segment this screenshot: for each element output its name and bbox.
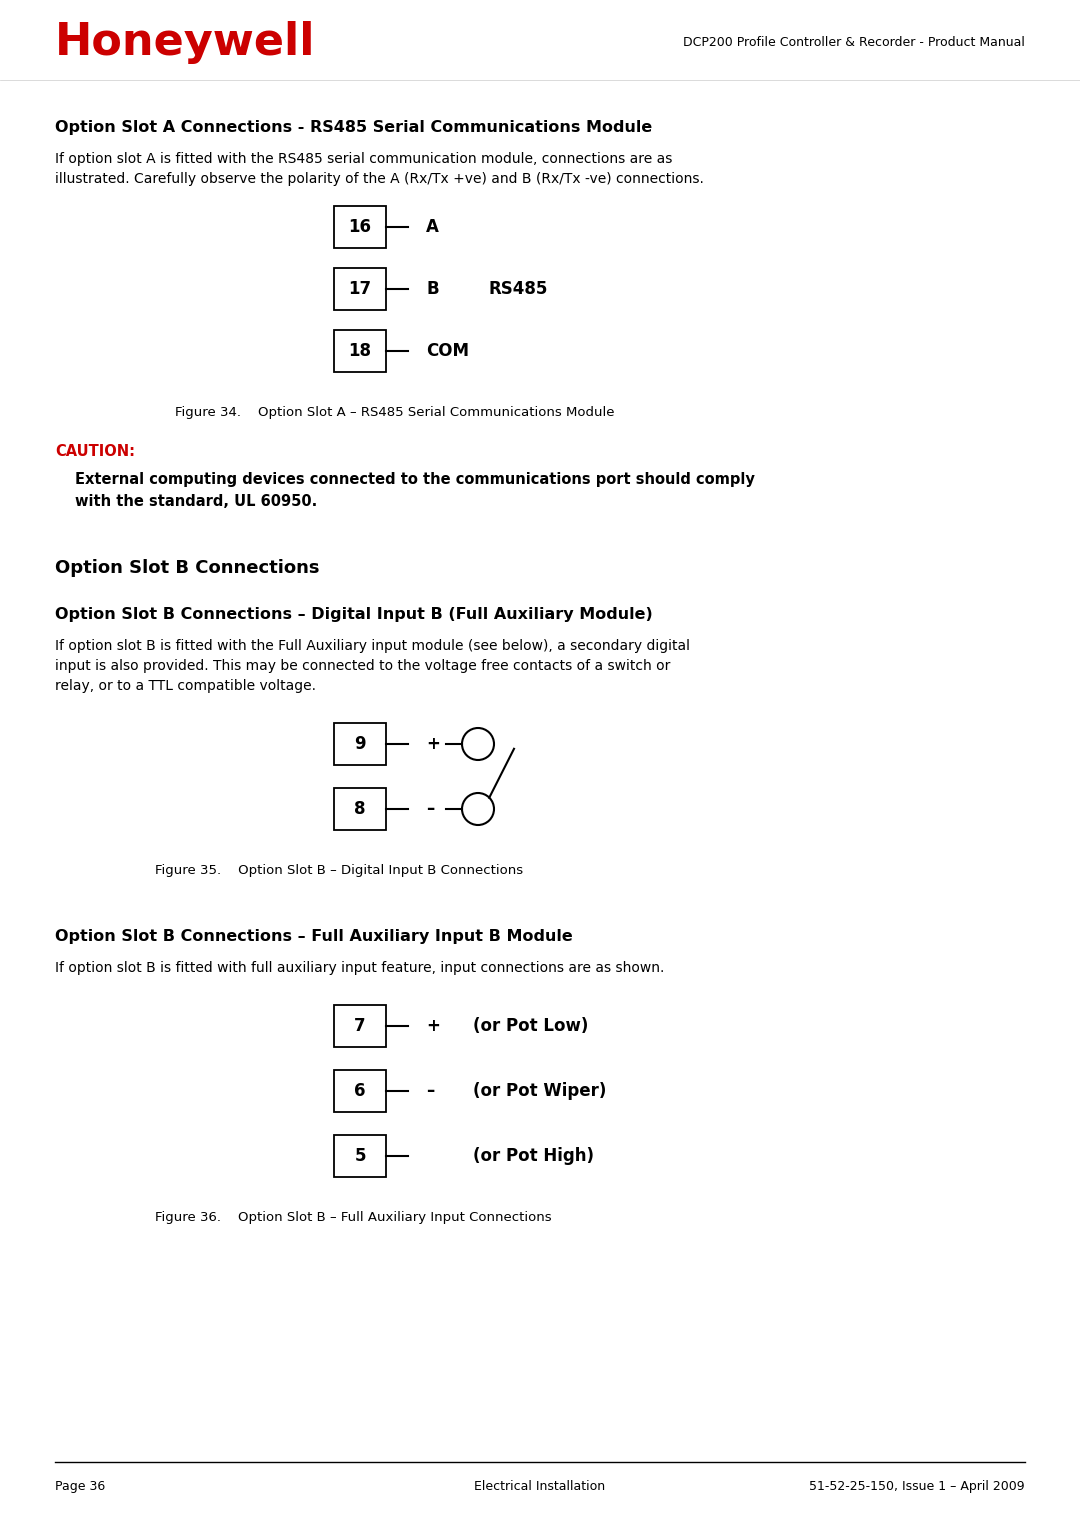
Text: If option slot A is fitted with the RS485 serial communication module, connectio: If option slot A is fitted with the RS48… — [55, 153, 673, 166]
Text: Option Slot B Connections: Option Slot B Connections — [55, 559, 320, 577]
Text: 5: 5 — [354, 1147, 366, 1165]
Text: Option Slot A Connections - RS485 Serial Communications Module: Option Slot A Connections - RS485 Serial… — [55, 121, 652, 134]
Text: +: + — [426, 734, 440, 753]
FancyBboxPatch shape — [334, 1005, 386, 1048]
Text: (or Pot High): (or Pot High) — [473, 1147, 594, 1165]
Text: DCP200 Profile Controller & Recorder - Product Manual: DCP200 Profile Controller & Recorder - P… — [684, 35, 1025, 49]
Text: 51-52-25-150, Issue 1 – April 2009: 51-52-25-150, Issue 1 – April 2009 — [809, 1480, 1025, 1493]
Text: Option Slot B Connections – Full Auxiliary Input B Module: Option Slot B Connections – Full Auxilia… — [55, 928, 572, 944]
Circle shape — [462, 728, 494, 760]
Text: 7: 7 — [354, 1017, 366, 1035]
FancyBboxPatch shape — [334, 1070, 386, 1112]
FancyBboxPatch shape — [334, 1135, 386, 1177]
Text: Honeywell: Honeywell — [55, 20, 315, 64]
Text: relay, or to a TTL compatible voltage.: relay, or to a TTL compatible voltage. — [55, 680, 316, 693]
Text: +: + — [426, 1017, 440, 1035]
Text: Page 36: Page 36 — [55, 1480, 105, 1493]
Text: 16: 16 — [349, 218, 372, 237]
Text: A: A — [426, 218, 438, 237]
FancyBboxPatch shape — [334, 722, 386, 765]
Text: (or Pot Low): (or Pot Low) — [473, 1017, 589, 1035]
FancyBboxPatch shape — [334, 788, 386, 831]
Circle shape — [462, 793, 494, 825]
Text: Electrical Installation: Electrical Installation — [474, 1480, 606, 1493]
FancyBboxPatch shape — [334, 330, 386, 373]
Text: CAUTION:: CAUTION: — [55, 444, 135, 460]
Text: 6: 6 — [354, 1083, 366, 1099]
FancyBboxPatch shape — [334, 206, 386, 247]
Text: 17: 17 — [349, 279, 372, 298]
Text: 9: 9 — [354, 734, 366, 753]
Text: (or Pot Wiper): (or Pot Wiper) — [473, 1083, 606, 1099]
Text: RS485: RS485 — [488, 279, 548, 298]
Text: Figure 35.    Option Slot B – Digital Input B Connections: Figure 35. Option Slot B – Digital Input… — [156, 864, 523, 876]
Text: with the standard, UL 60950.: with the standard, UL 60950. — [75, 495, 318, 508]
Text: 8: 8 — [354, 800, 366, 818]
Text: If option slot B is fitted with full auxiliary input feature, input connections : If option slot B is fitted with full aux… — [55, 960, 664, 976]
Text: COM: COM — [426, 342, 469, 360]
Text: input is also provided. This may be connected to the voltage free contacts of a : input is also provided. This may be conn… — [55, 660, 671, 673]
Text: –: – — [426, 800, 434, 818]
Text: External computing devices connected to the communications port should comply: External computing devices connected to … — [75, 472, 755, 487]
FancyBboxPatch shape — [334, 269, 386, 310]
Text: Figure 34.    Option Slot A – RS485 Serial Communications Module: Figure 34. Option Slot A – RS485 Serial … — [175, 406, 615, 418]
Text: Option Slot B Connections – Digital Input B (Full Auxiliary Module): Option Slot B Connections – Digital Inpu… — [55, 608, 652, 621]
Text: –: – — [426, 1083, 434, 1099]
Text: B: B — [426, 279, 438, 298]
Text: 18: 18 — [349, 342, 372, 360]
Text: Figure 36.    Option Slot B – Full Auxiliary Input Connections: Figure 36. Option Slot B – Full Auxiliar… — [156, 1211, 552, 1225]
Text: illustrated. Carefully observe the polarity of the A (Rx/Tx +ve) and B (Rx/Tx -v: illustrated. Carefully observe the polar… — [55, 173, 704, 186]
Text: If option slot B is fitted with the Full Auxiliary input module (see below), a s: If option slot B is fitted with the Full… — [55, 638, 690, 654]
